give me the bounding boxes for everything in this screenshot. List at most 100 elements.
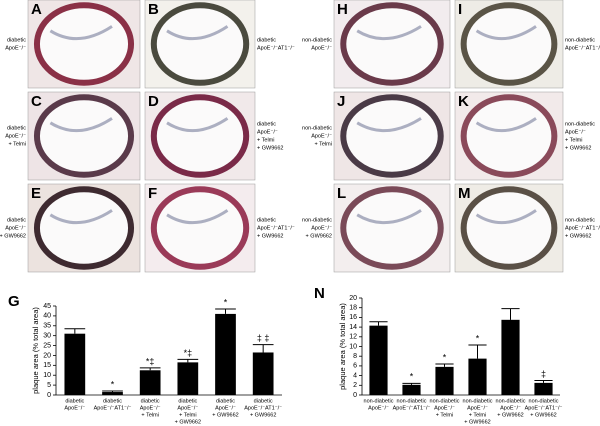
bar xyxy=(215,313,236,395)
x-tick-label: + GW9662 xyxy=(497,412,523,418)
panel-letter: E xyxy=(31,185,41,202)
panel-letter: J xyxy=(337,93,345,110)
y-tick-label: 35 xyxy=(43,323,51,330)
x-tick-label: ApoE⁻/⁻ xyxy=(434,405,455,411)
vessel-wall xyxy=(33,2,135,86)
vessel-wall xyxy=(340,186,444,270)
significance-mark: * xyxy=(224,297,228,307)
plaque xyxy=(356,117,422,133)
y-tick-label: 16 xyxy=(349,314,357,321)
panel-caption: ApoE⁻/⁻AT1⁻/⁻ xyxy=(257,45,295,51)
x-tick-label: + Telmi xyxy=(436,412,453,418)
vessel-wall xyxy=(340,94,444,178)
plaque xyxy=(356,25,422,41)
x-tick-label: ApoE⁻/⁻AT1⁻/⁻ xyxy=(393,405,431,411)
panel-caption: + Telmi xyxy=(257,137,274,143)
panel-caption: + GW9662 xyxy=(565,233,591,239)
significance-mark: ‡ ‡ xyxy=(257,333,270,343)
panel-caption: diabetic xyxy=(257,121,276,127)
vessel-wall xyxy=(150,186,250,270)
y-tick-label: 18 xyxy=(349,305,357,312)
y-tick-label: 15 xyxy=(43,362,51,369)
panel-caption: ApoE⁻/⁻ xyxy=(565,129,586,135)
x-tick-label: ApoE⁻/⁻AT1⁻/⁻ xyxy=(94,405,132,411)
plaque xyxy=(49,117,113,133)
x-tick-label: non-diabetic xyxy=(529,398,559,404)
x-tick-label: ApoE⁻/⁻AT1⁻/⁻ xyxy=(244,405,282,411)
y-axis-label: plaque area (% total area) xyxy=(31,307,40,394)
bar xyxy=(64,333,86,395)
x-tick-label: + Telmi xyxy=(179,412,196,418)
x-tick-label: diabetic xyxy=(65,398,84,404)
bar xyxy=(102,392,123,395)
x-tick-label: ApoE⁻/⁻ xyxy=(177,405,198,411)
x-tick-label: non-diabetic xyxy=(430,398,460,404)
x-tick-label: + GW9662 xyxy=(212,412,238,418)
chart-title: G xyxy=(8,293,20,310)
x-tick-label: non-diabetic xyxy=(364,398,394,404)
plaque xyxy=(475,209,537,225)
y-tick-label: 0 xyxy=(47,392,51,399)
bar xyxy=(402,384,421,395)
y-tick-label: 6 xyxy=(353,363,357,370)
x-tick-label: ApoE⁻/⁻ xyxy=(467,405,488,411)
bar xyxy=(468,358,487,395)
y-tick-label: 14 xyxy=(349,324,357,331)
x-tick-label: ApoE⁻/⁻AT1⁻/⁻ xyxy=(525,405,563,411)
y-tick-label: 40 xyxy=(43,313,51,320)
bar xyxy=(139,370,161,395)
panel-caption: diabetic xyxy=(7,217,26,223)
x-tick-label: + GW9662 xyxy=(464,419,490,425)
panel-letter: I xyxy=(458,1,462,18)
panel-caption: + GW9662 xyxy=(257,233,283,239)
plaque xyxy=(166,25,229,41)
panel-letter: M xyxy=(458,185,471,202)
x-tick-label: ApoE⁻/⁻ xyxy=(140,405,161,411)
panel-caption: non-diabetic xyxy=(302,125,332,131)
panel-caption: ApoE⁻/⁻AT1⁻/⁻ xyxy=(565,225,600,231)
plaque xyxy=(475,25,537,41)
vessel-wall xyxy=(460,2,558,86)
y-tick-label: 5 xyxy=(47,382,51,389)
panel-letter: B xyxy=(148,1,159,18)
bar xyxy=(177,362,199,395)
significance-mark: * xyxy=(443,352,447,362)
y-tick-label: 45 xyxy=(43,303,51,310)
panel-caption: non-diabetic xyxy=(565,217,595,223)
vessel-wall xyxy=(460,94,558,178)
x-tick-label: ApoE⁻/⁻ xyxy=(64,405,85,411)
y-tick-label: 4 xyxy=(353,372,357,379)
plaque xyxy=(49,209,113,225)
y-tick-label: 10 xyxy=(349,343,357,350)
x-tick-label: diabetic xyxy=(141,398,160,404)
panel-letter: L xyxy=(337,185,346,202)
vessel-wall xyxy=(33,186,135,270)
panel-caption: + Telmi xyxy=(315,141,332,147)
panel-caption: ApoE⁻/⁻ xyxy=(257,129,278,135)
x-tick-label: ApoE⁻/⁻ xyxy=(500,405,521,411)
y-tick-label: 10 xyxy=(43,372,51,379)
chart-title: N xyxy=(314,285,325,302)
panel-caption: diabetic xyxy=(257,217,276,223)
significance-mark: *‡ xyxy=(146,356,155,366)
plaque xyxy=(166,209,229,225)
significance-mark: * xyxy=(410,372,414,382)
panel-caption: diabetic xyxy=(7,125,26,131)
panel-caption: non-diabetic xyxy=(302,217,332,223)
bar xyxy=(369,325,388,395)
vessel-wall xyxy=(460,186,558,270)
vessel-wall xyxy=(150,2,250,86)
panel-caption: diabetic xyxy=(257,37,276,43)
plaque xyxy=(475,117,537,133)
panel-caption: + Telmi xyxy=(565,137,582,143)
panel-caption: ApoE⁻/⁻ xyxy=(311,45,332,51)
panel-caption: + GW9662 xyxy=(565,145,591,151)
significance-mark: * xyxy=(111,379,115,389)
x-tick-label: diabetic xyxy=(103,398,122,404)
y-tick-label: 20 xyxy=(349,295,357,302)
x-tick-label: diabetic xyxy=(178,398,197,404)
panel-caption: non-diabetic xyxy=(565,121,595,127)
panel-caption: ApoE⁻/⁻ xyxy=(5,133,26,139)
x-tick-label: ApoE⁻/⁻ xyxy=(215,405,236,411)
